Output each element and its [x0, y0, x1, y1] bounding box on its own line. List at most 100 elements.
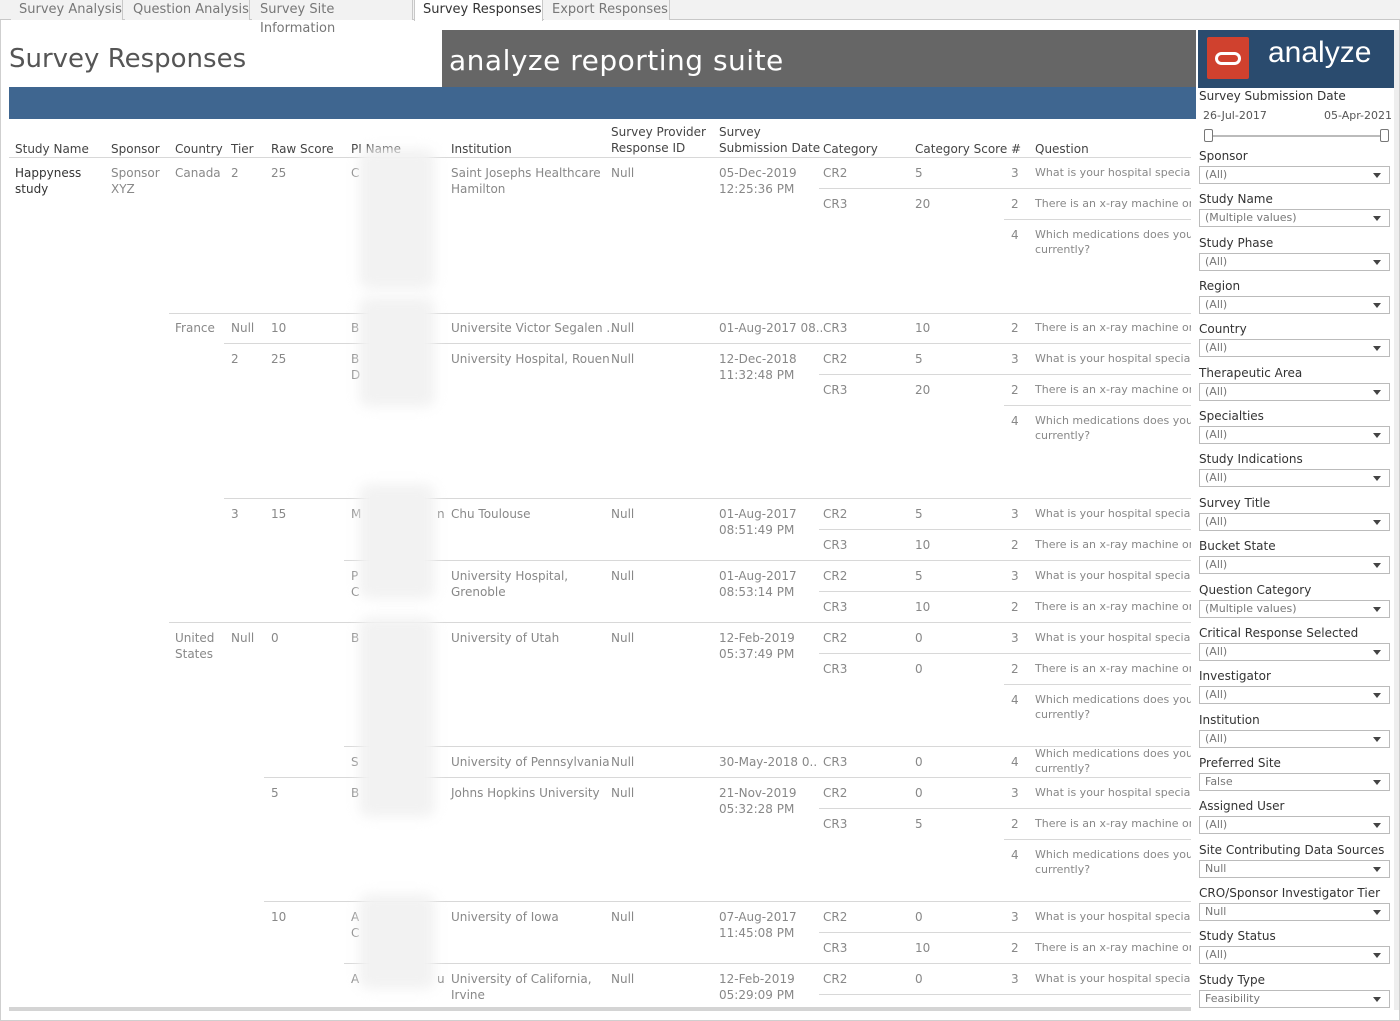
cell-category-score: 0: [915, 631, 923, 645]
filter-dropdown-investigator[interactable]: (All): [1199, 686, 1390, 704]
filter-dropdown-site-contributing-data-sources[interactable]: Null: [1199, 860, 1390, 878]
cell-pi-name: C: [351, 166, 360, 180]
header-bar: [9, 87, 1196, 119]
cell-response-id: Null: [611, 755, 635, 769]
cell-submission-time: 12:25:36 PM: [719, 182, 795, 196]
cell-institution: Universite Victor Segalen ..: [451, 321, 615, 335]
filter-dropdown-therapeutic-area[interactable]: (All): [1199, 383, 1390, 401]
col-header-provider-id-2[interactable]: Response ID: [611, 141, 686, 155]
chevron-down-icon: [1373, 303, 1381, 308]
col-header-provider-id-1[interactable]: Survey Provider: [611, 125, 706, 139]
cell-submission-time: 11:32:48 PM: [719, 368, 795, 382]
filter-dropdown-study-type[interactable]: Feasibility: [1199, 990, 1390, 1008]
cell-pi-name: M: [351, 507, 362, 521]
cell-question-2: currently?: [1035, 708, 1091, 721]
date-range-start-handle[interactable]: [1204, 129, 1213, 142]
chevron-down-icon: [1373, 910, 1381, 915]
filter-value: (All): [1205, 168, 1228, 181]
cell-question: Which medications does your h: [1035, 848, 1191, 861]
cell-pi-name-tail: n: [437, 507, 445, 521]
filter-label-assigned-user: Assigned User: [1199, 799, 1285, 813]
filter-value: (All): [1205, 645, 1228, 658]
filter-dropdown-preferred-site[interactable]: False: [1199, 773, 1390, 791]
cell-question-number: 3: [1011, 972, 1019, 986]
col-header-institution[interactable]: Institution: [451, 142, 512, 156]
filter-dropdown-assigned-user[interactable]: (All): [1199, 816, 1390, 834]
cell-pi-name-2: D: [351, 368, 361, 382]
cell-response-id: Null: [611, 910, 635, 924]
filter-dropdown-bucket-state[interactable]: (All): [1199, 556, 1390, 574]
date-range-end-handle[interactable]: [1380, 129, 1389, 142]
cell-question: There is an x-ray machine on sit: [1035, 321, 1191, 334]
vertical-scrollbar[interactable]: [1394, 30, 1399, 1010]
col-header-submission-date-2[interactable]: Submission Date: [719, 141, 821, 155]
filter-value: (All): [1205, 688, 1228, 701]
cell-category: CR2: [823, 352, 848, 366]
cell-category: CR2: [823, 166, 848, 180]
chevron-down-icon: [1373, 607, 1381, 612]
cell-question-number: 3: [1011, 507, 1019, 521]
chevron-down-icon: [1373, 173, 1381, 178]
cell-submission-date: 07-Aug-2017: [719, 910, 797, 924]
col-header-category-score[interactable]: Category Score: [915, 142, 1008, 156]
col-header-category[interactable]: Category: [823, 142, 878, 156]
col-header-question[interactable]: Question: [1035, 142, 1089, 156]
filter-label-specialties: Specialties: [1199, 409, 1264, 423]
filter-dropdown-critical-response-selected[interactable]: (All): [1199, 643, 1390, 661]
cell-question: What is your hospital specialty: [1035, 166, 1191, 179]
cell-category: CR2: [823, 631, 848, 645]
col-header-submission-date-1[interactable]: Survey: [719, 125, 761, 139]
cell-question: Which medications does your h: [1035, 693, 1191, 706]
col-header-tier[interactable]: Tier: [231, 142, 254, 156]
cell-category-score: 10: [915, 941, 931, 955]
col-header-sponsor[interactable]: Sponsor: [111, 142, 160, 156]
category-divider: [819, 374, 1191, 375]
cell-question-2: currently?: [1035, 863, 1091, 876]
filter-dropdown-institution[interactable]: (All): [1199, 730, 1390, 748]
filter-panel: analyze Survey Submission Date 26-Jul-20…: [1198, 30, 1394, 1010]
filter-dropdown-study-phase[interactable]: (All): [1199, 253, 1390, 271]
cell-submission-time: 05:29:09 PM: [719, 988, 795, 1002]
tab-export-responses[interactable]: Export Responses: [544, 0, 670, 20]
cell-question: There is an x-ray machine on sit: [1035, 538, 1191, 551]
cell-pi-name: B: [351, 321, 360, 335]
cell-institution: University Hospital, Rouen: [451, 352, 610, 366]
filter-dropdown-question-category[interactable]: (Multiple values): [1199, 600, 1390, 618]
tab-survey-site-information[interactable]: Survey Site Information: [252, 0, 413, 36]
filter-dropdown-study-indications[interactable]: (All): [1199, 469, 1390, 487]
cell-submission-date: 12-Feb-2019: [719, 631, 795, 645]
col-header-country[interactable]: Country: [175, 142, 223, 156]
horizontal-scrollbar[interactable]: [9, 1007, 1191, 1011]
filter-dropdown-survey-title[interactable]: (All): [1199, 513, 1390, 531]
col-header-study-name[interactable]: Study Name: [15, 142, 89, 156]
col-header-number[interactable]: #: [1011, 142, 1022, 156]
cell-raw-score: 0: [271, 631, 279, 645]
filter-dropdown-region[interactable]: (All): [1199, 296, 1390, 314]
filter-dropdown-study-status[interactable]: (All): [1199, 946, 1390, 964]
filter-dropdown-country[interactable]: (All): [1199, 339, 1390, 357]
cell-category: CR3: [823, 321, 848, 335]
filter-dropdown-study-name[interactable]: (Multiple values): [1199, 209, 1390, 227]
cell-raw-score: 10: [271, 910, 287, 924]
row-divider: [344, 963, 1191, 964]
tab-survey-analysis[interactable]: Survey Analysis: [11, 0, 123, 20]
filter-dropdown-sponsor[interactable]: (All): [1199, 166, 1390, 184]
cell-submission-time: 08:53:14 PM: [719, 585, 795, 599]
filter-dropdown-cro-sponsor-investigator-tier[interactable]: Null: [1199, 903, 1390, 921]
cell-category-score: 0: [915, 755, 923, 769]
cell-category-score: 5: [915, 352, 923, 366]
chevron-down-icon: [1373, 780, 1381, 785]
col-header-raw-score[interactable]: Raw Score: [271, 142, 334, 156]
filter-label-country: Country: [1199, 322, 1247, 336]
category-divider: [819, 188, 1191, 189]
tab-survey-responses[interactable]: Survey Responses: [414, 0, 543, 21]
cell-question-number: 4: [1011, 755, 1019, 769]
cell-response-id: Null: [611, 569, 635, 583]
cell-institution: Saint Josephs Healthcare: [451, 166, 601, 180]
cell-raw-score: 25: [271, 166, 287, 180]
chevron-down-icon: [1373, 476, 1381, 481]
banner-title: analyze reporting suite: [449, 44, 784, 77]
redaction-blur: [359, 894, 435, 989]
filter-dropdown-specialties[interactable]: (All): [1199, 426, 1390, 444]
tab-question-analysis[interactable]: Question Analysis: [125, 0, 250, 20]
